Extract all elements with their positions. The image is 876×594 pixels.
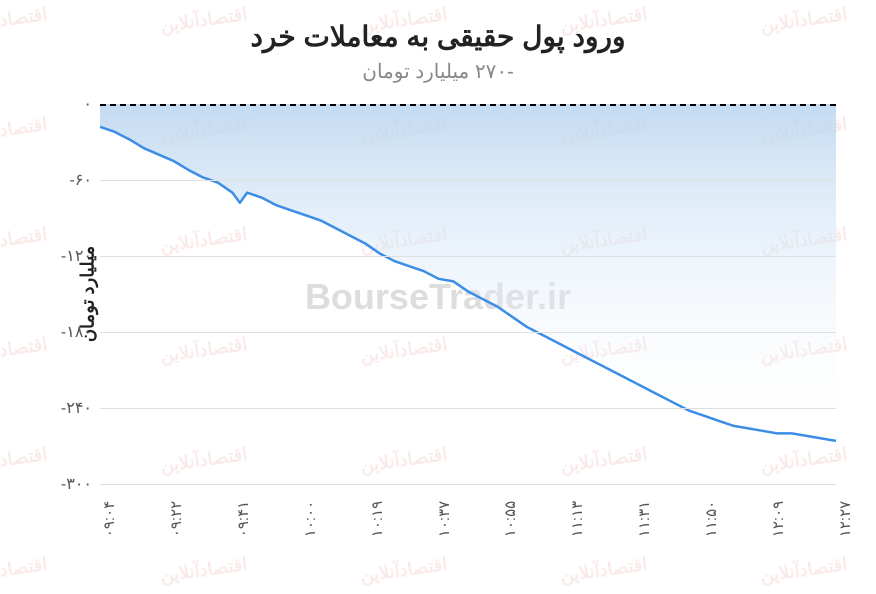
x-tick-label: ۱۲:۰۹	[769, 501, 787, 537]
y-tick-label: -۲۴۰	[61, 398, 100, 418]
x-tick-label: ۰۹:۲۲	[167, 501, 185, 537]
y-tick-label: -۶۰	[69, 170, 100, 190]
x-tick-label: ۰۹:۰۴	[100, 501, 118, 537]
grid-line	[100, 256, 836, 257]
y-tick-label: -۱۸۰	[61, 322, 100, 342]
y-tick-label: -۱۲۰	[61, 246, 100, 266]
chart-subtitle: -۲۷۰ میلیارد تومان	[30, 59, 846, 84]
grid-line	[100, 180, 836, 181]
grid-line	[100, 408, 836, 409]
x-tick-label: ۱۰:۵۵	[501, 501, 519, 537]
x-tick-label: ۱۱:۵۰	[702, 501, 720, 537]
x-tick-label: ۱۰:۱۹	[368, 501, 386, 537]
grid-line	[100, 332, 836, 333]
zero-line	[100, 104, 836, 106]
x-tick-label: ۱۰:۰۰	[301, 501, 319, 537]
x-tick-label: ۱۲:۲۷	[836, 501, 854, 537]
chart-container: ورود پول حقیقی به معاملات خرد -۲۷۰ میلیا…	[0, 0, 876, 594]
plot-area: میلیارد تومان ۰-۶۰-۱۲۰-۱۸۰-۲۴۰-۳۰۰۰۹:۰۴۰…	[100, 104, 836, 484]
y-tick-label: ۰	[83, 94, 100, 114]
chart-series	[100, 104, 836, 484]
chart-title: ورود پول حقیقی به معاملات خرد	[30, 20, 846, 53]
x-tick-label: ۰۹:۴۱	[234, 501, 252, 537]
x-tick-label: ۱۱:۳۱	[635, 501, 653, 537]
x-tick-label: ۱۱:۱۳	[568, 501, 586, 537]
y-tick-label: -۳۰۰	[61, 474, 100, 494]
area-fill	[100, 104, 836, 441]
x-tick-label: ۱۰:۳۷	[435, 501, 453, 537]
grid-line	[100, 484, 836, 485]
